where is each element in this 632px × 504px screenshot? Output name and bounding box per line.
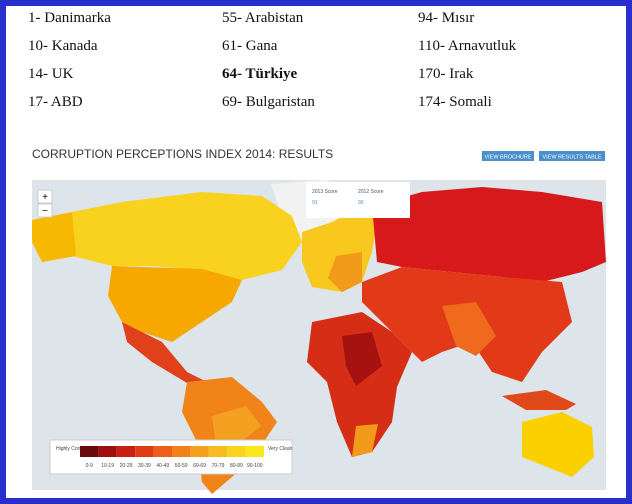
legend-range: 60-69: [193, 463, 206, 469]
south-africa: [352, 424, 378, 457]
tooltip-label: 2012 Score: [358, 189, 384, 195]
legend-range: 10-19: [101, 463, 114, 469]
africa: [307, 312, 412, 457]
legend-swatch: [116, 446, 136, 457]
legend: Highly Corrupt Very Clean 0-9 10-19 20-29 3…: [49, 439, 293, 475]
central-america: [122, 322, 207, 392]
east-europe: [328, 252, 362, 292]
tooltip-label: 2013 Score: [312, 189, 338, 195]
button-bg[interactable]: [482, 151, 534, 161]
brochure-button[interactable]: VIEW BROCHURE: [484, 155, 531, 161]
legend-range: 50-59: [175, 463, 188, 469]
tooltip: [306, 182, 410, 218]
legend-swatch: [172, 446, 191, 457]
rank-item: 55- Arabistan: [222, 10, 304, 26]
legend-swatch: [245, 446, 264, 457]
legend-range: 80-89: [230, 463, 243, 469]
rank-item: 1- Danimarka: [28, 10, 111, 26]
zoom-out[interactable]: [37, 203, 53, 218]
legend-range: 20-29: [120, 463, 133, 469]
legend-swatch: [135, 446, 154, 457]
legend-range: 0-9: [86, 463, 93, 469]
russia: [372, 187, 606, 282]
legend-range: 70-79: [212, 463, 225, 469]
indonesia: [502, 390, 576, 410]
legend-swatch: [227, 446, 246, 457]
legend-range: 90-100: [247, 463, 263, 469]
map-panel: CORRUPTION PERCEPTIONS INDEX 2014: RESUL…: [32, 147, 606, 494]
rank-item: 61- Gana: [222, 38, 278, 54]
table-button[interactable]: VIEW RESULTS TABLE: [543, 155, 602, 161]
brazil: [212, 406, 261, 446]
rank-item: 110- Arnavutluk: [418, 38, 517, 54]
usa: [108, 266, 242, 342]
rank-item: 94- Mısır: [418, 10, 475, 26]
legend-range: 40-49: [156, 463, 169, 469]
map-title: CORRUPTION PERCEPTIONS INDEX 2014: RESUL…: [32, 147, 333, 161]
canada: [32, 192, 302, 280]
rank-item: 17- ABD: [28, 94, 83, 110]
alaska: [32, 212, 76, 262]
legend-low: Highly Corrupt: [56, 446, 89, 452]
zoom-out-label[interactable]: −: [42, 206, 48, 217]
rank-item: 170- Irak: [418, 66, 474, 82]
legend-high: Very Clean: [268, 446, 293, 452]
zoom-in[interactable]: [37, 189, 53, 204]
button-bg[interactable]: [539, 151, 605, 161]
zoom-in-label[interactable]: +: [42, 192, 48, 203]
rank-item: 174- Somali: [418, 94, 492, 110]
central-africa: [342, 332, 382, 386]
legend-swatch: [80, 446, 99, 457]
rank-item: 64- Türkiye: [222, 66, 298, 82]
rank-item: 14- UK: [28, 66, 74, 82]
legend-swatch: [153, 446, 172, 457]
tooltip-value: 90: [358, 200, 364, 206]
legend-swatch: [98, 446, 117, 457]
india: [442, 302, 496, 356]
rank-item: 10- Kanada: [28, 38, 98, 54]
legend-swatch: [208, 446, 228, 457]
rank-item: 69- Bulgaristan: [222, 94, 315, 110]
legend-range: 30-39: [138, 463, 151, 469]
tooltip-value: 91: [312, 200, 318, 206]
australia: [522, 412, 594, 477]
legend-swatch: [190, 446, 209, 457]
